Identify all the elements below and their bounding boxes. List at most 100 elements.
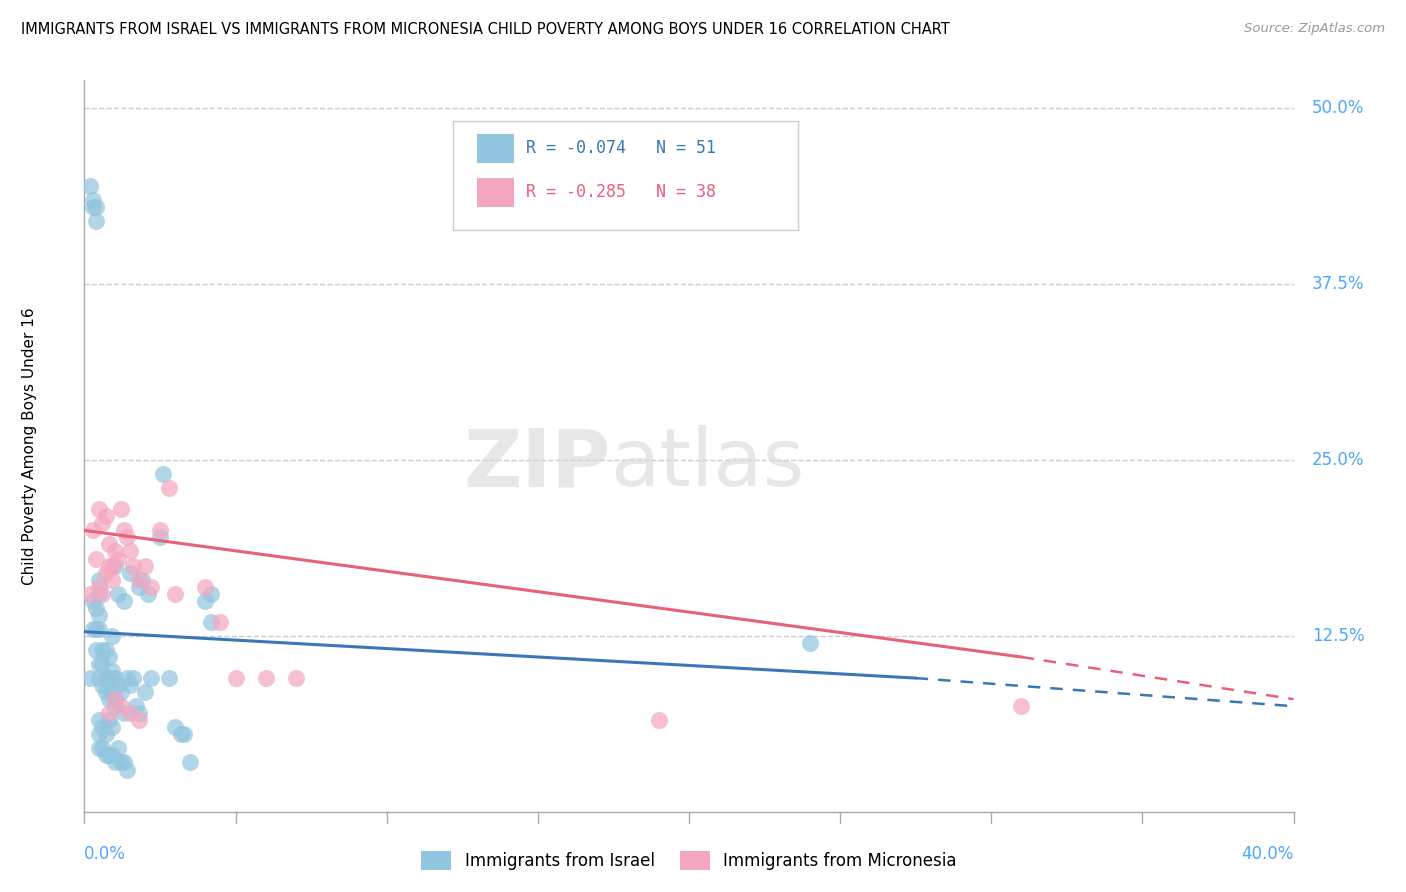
Point [79,178,101,193]
Point [179,756,201,770]
Point [94,671,117,685]
Point [112,756,135,770]
Point [163,587,186,601]
Point [91,587,114,601]
Point [121,671,143,685]
Point [110,685,132,699]
Point [94,685,117,699]
Point [97,537,120,551]
Point [128,580,150,594]
Text: atlas: atlas [610,425,804,503]
Point [152,467,174,482]
Point [86,643,108,657]
Point [209,615,232,629]
Point [100,685,122,699]
Point [91,678,114,692]
Point [89,741,111,756]
Point [97,706,120,721]
Point [86,200,108,214]
Point [200,587,222,601]
Point [94,748,117,763]
Point [82,193,104,207]
Point [121,558,143,573]
Point [134,558,156,573]
Point [115,763,138,777]
Legend: Immigrants from Israel, Immigrants from Micronesia: Immigrants from Israel, Immigrants from … [415,844,963,877]
Point [112,524,135,538]
Point [91,741,114,756]
Point [107,741,129,756]
Point [94,566,117,580]
Text: 12.5%: 12.5% [1312,627,1364,645]
Point [104,558,127,573]
Point [100,558,122,573]
Point [91,720,114,734]
Text: ZIP: ZIP [463,425,610,503]
FancyBboxPatch shape [453,120,797,230]
Point [89,657,111,671]
Point [1010,699,1032,714]
Text: IMMIGRANTS FROM ISRAEL VS IMMIGRANTS FROM MICRONESIA CHILD POVERTY AMONG BOYS UN: IMMIGRANTS FROM ISRAEL VS IMMIGRANTS FRO… [21,22,950,37]
Point [104,756,127,770]
Point [118,678,141,692]
Point [86,600,108,615]
Point [115,671,138,685]
Point [79,587,101,601]
Point [110,756,132,770]
Point [163,720,186,734]
Point [89,714,111,728]
Point [79,671,101,685]
Point [100,573,122,587]
Bar [478,134,513,163]
Point [173,727,195,741]
Point [104,544,127,558]
Point [799,636,821,650]
Point [86,551,108,566]
Text: Child Poverty Among Boys Under 16: Child Poverty Among Boys Under 16 [22,307,38,585]
Point [94,727,117,741]
Point [157,671,180,685]
Point [97,748,120,763]
Point [139,671,162,685]
Point [112,706,135,721]
Point [89,607,111,622]
Text: 50.0%: 50.0% [1312,99,1364,118]
Point [91,657,114,671]
Point [97,558,120,573]
Point [104,699,127,714]
Point [100,720,122,734]
Point [94,509,117,524]
Point [86,622,108,636]
Point [89,622,111,636]
Point [194,593,217,607]
Text: 0.0%: 0.0% [84,845,127,863]
Point [97,671,120,685]
Point [170,727,193,741]
Point [86,214,108,228]
Point [128,714,150,728]
Point [284,671,308,685]
Point [225,671,247,685]
Text: 40.0%: 40.0% [1241,845,1294,863]
Point [97,650,120,665]
Point [131,573,153,587]
Point [125,699,148,714]
Text: R = -0.285   N = 38: R = -0.285 N = 38 [526,183,716,202]
Point [100,748,122,763]
Text: 25.0%: 25.0% [1312,451,1364,469]
Point [128,573,150,587]
Point [91,643,114,657]
Point [104,692,127,706]
Point [82,200,104,214]
Point [82,524,104,538]
Point [157,481,180,495]
Point [254,671,277,685]
Point [89,727,111,741]
Point [149,524,172,538]
Point [104,692,127,706]
Point [115,530,138,544]
Point [118,706,141,721]
Point [110,502,132,516]
Point [647,714,671,728]
Bar [478,178,513,207]
